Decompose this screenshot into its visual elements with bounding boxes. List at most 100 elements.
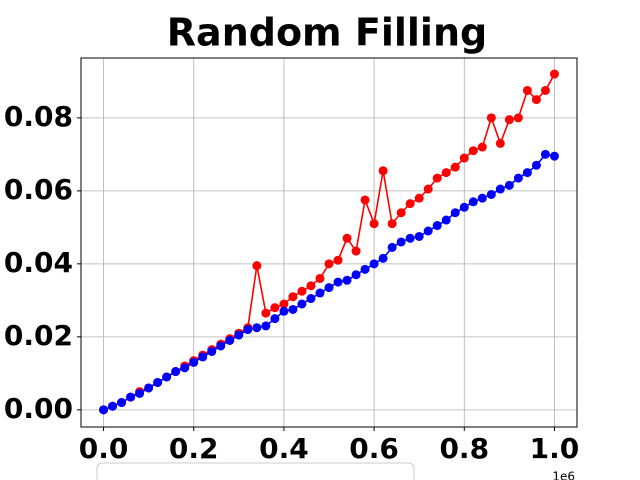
- point: [549, 151, 559, 161]
- point: [387, 242, 397, 252]
- point: [396, 208, 406, 218]
- point: [459, 202, 469, 212]
- point: [288, 292, 298, 302]
- point: [441, 215, 451, 225]
- point: [414, 231, 424, 241]
- point: [450, 162, 460, 172]
- point: [432, 221, 442, 231]
- x-tick-label: 0.8: [439, 432, 489, 465]
- point: [162, 372, 172, 382]
- point: [378, 166, 388, 176]
- point: [234, 330, 244, 340]
- point: [297, 299, 307, 309]
- point: [486, 190, 496, 200]
- point: [252, 323, 262, 333]
- point: [351, 270, 361, 280]
- point: [189, 357, 199, 367]
- point: [225, 335, 235, 345]
- point: [360, 195, 370, 205]
- point: [468, 197, 478, 207]
- point: [540, 85, 550, 95]
- point: [207, 346, 217, 356]
- point: [252, 261, 262, 271]
- point: [369, 219, 379, 229]
- point: [324, 283, 334, 293]
- point: [477, 193, 487, 203]
- y-tick-label: 0.02: [4, 319, 73, 352]
- chart-title: Random Filling: [167, 11, 487, 55]
- plot-frame: [80, 57, 578, 428]
- y-tick-label: 0.04: [4, 246, 73, 279]
- y-tick-label: 0.08: [4, 100, 73, 133]
- point: [144, 383, 154, 393]
- point: [342, 233, 352, 243]
- point: [423, 226, 433, 236]
- point: [495, 184, 505, 194]
- x-offset-label: 1e6: [552, 470, 575, 480]
- point: [279, 299, 289, 309]
- y-tick-label: 0.00: [4, 392, 73, 425]
- point: [549, 69, 559, 79]
- point: [486, 113, 496, 123]
- point: [279, 306, 289, 316]
- point: [198, 352, 208, 362]
- point: [495, 138, 505, 148]
- point: [387, 219, 397, 229]
- point: [342, 275, 352, 285]
- point: [459, 153, 469, 163]
- x-tick-label: 0.4: [259, 432, 309, 465]
- point: [108, 401, 118, 411]
- point: [270, 314, 280, 324]
- series-line: [103, 153, 555, 411]
- point: [288, 304, 298, 314]
- legend-box: [96, 462, 415, 480]
- point: [414, 193, 424, 203]
- point: [360, 264, 370, 274]
- point: [378, 253, 388, 263]
- point: [504, 115, 514, 125]
- point: [261, 308, 271, 318]
- point: [531, 160, 541, 170]
- point: [315, 273, 325, 283]
- point: [432, 173, 442, 183]
- series-line: [103, 73, 556, 411]
- point: [540, 149, 550, 159]
- point: [333, 255, 343, 265]
- point: [405, 233, 415, 243]
- point: [423, 184, 433, 194]
- point: [396, 237, 406, 247]
- point: [117, 398, 127, 408]
- point: [504, 180, 514, 190]
- point: [468, 146, 478, 156]
- point: [243, 325, 253, 335]
- point: [477, 142, 487, 152]
- point: [441, 168, 451, 178]
- point: [306, 281, 316, 291]
- point: [270, 303, 280, 313]
- point: [180, 363, 190, 373]
- point: [522, 168, 532, 178]
- point: [522, 85, 532, 95]
- point: [126, 392, 136, 402]
- point: [531, 95, 541, 105]
- point: [99, 405, 109, 415]
- point: [369, 259, 379, 269]
- x-tick-label: 0.2: [169, 432, 219, 465]
- point: [405, 199, 415, 209]
- point: [333, 277, 343, 287]
- point: [153, 377, 163, 387]
- point: [513, 113, 523, 123]
- y-tick-label: 0.06: [4, 173, 73, 206]
- point: [315, 288, 325, 298]
- point: [324, 259, 334, 269]
- x-tick-label: 1.0: [530, 432, 580, 465]
- x-tick-label: 0.0: [79, 432, 129, 465]
- point: [306, 294, 316, 304]
- point: [135, 388, 145, 398]
- point: [351, 246, 361, 256]
- point: [171, 367, 181, 377]
- x-tick-label: 0.6: [349, 432, 399, 465]
- point: [513, 173, 523, 183]
- point: [450, 208, 460, 218]
